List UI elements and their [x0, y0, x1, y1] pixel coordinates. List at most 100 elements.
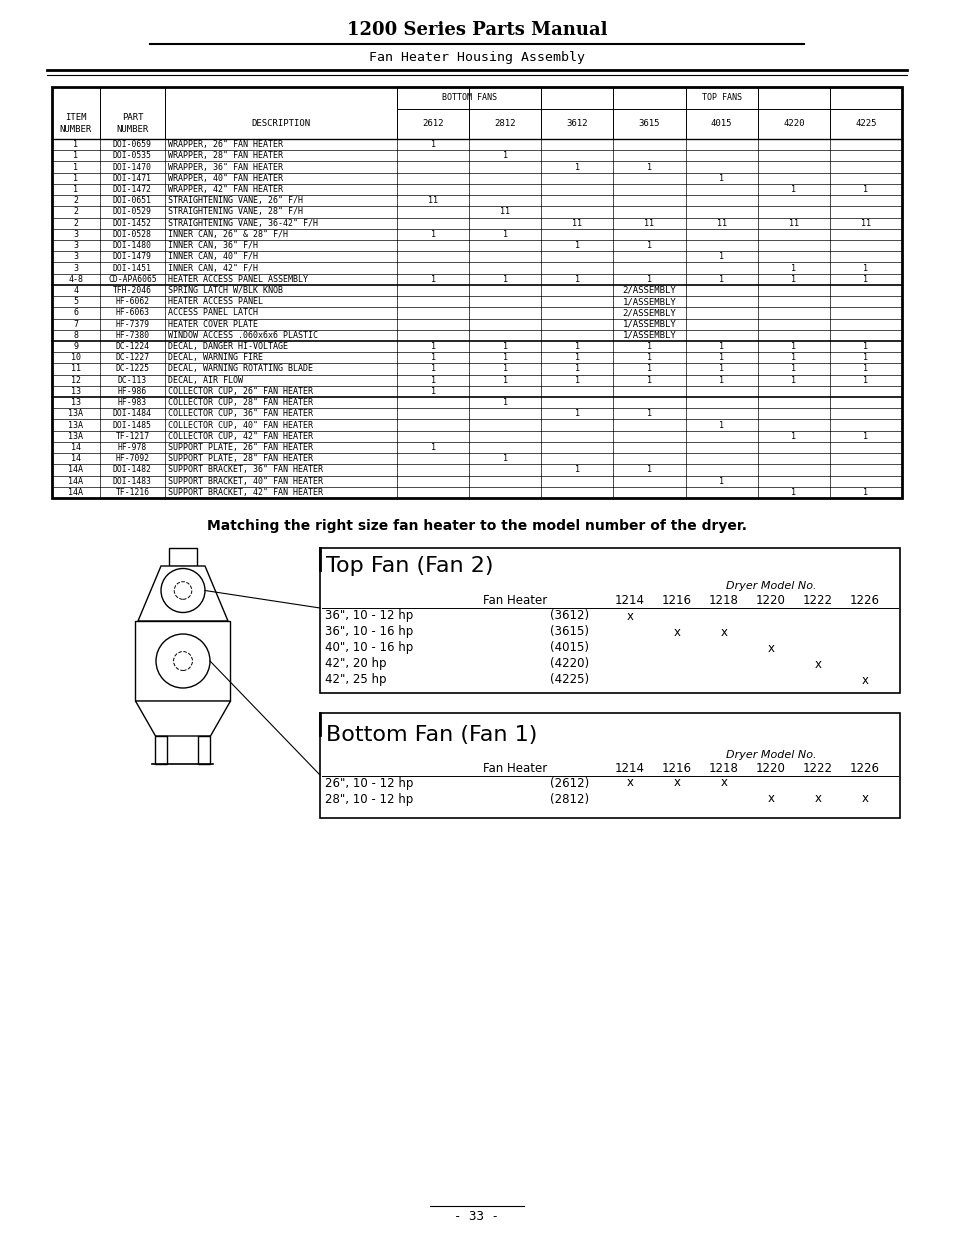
Text: 1: 1 [862, 185, 867, 194]
Text: x: x [720, 625, 727, 638]
Text: 1: 1 [430, 140, 436, 149]
Polygon shape [138, 566, 228, 621]
Text: 13A: 13A [69, 409, 84, 419]
Text: x: x [720, 777, 727, 789]
Text: 14: 14 [71, 454, 81, 463]
Text: 42", 20 hp: 42", 20 hp [325, 657, 386, 671]
Text: HF-7380: HF-7380 [115, 331, 150, 340]
Text: - 33 -: - 33 - [454, 1210, 499, 1224]
Text: HF-978: HF-978 [118, 443, 147, 452]
Text: 1: 1 [790, 375, 796, 385]
Text: INNER CAN, 40" F/H: INNER CAN, 40" F/H [168, 252, 257, 262]
Text: 3: 3 [73, 230, 78, 238]
Text: 12: 12 [71, 375, 81, 385]
Text: 1: 1 [862, 274, 867, 284]
Text: 1: 1 [719, 477, 723, 485]
Text: Top Fan (Fan 2): Top Fan (Fan 2) [326, 556, 493, 576]
Text: x: x [673, 777, 679, 789]
Text: x: x [767, 793, 774, 805]
Text: 36", 10 - 12 hp: 36", 10 - 12 hp [325, 610, 413, 622]
Text: 1216: 1216 [661, 762, 691, 776]
Text: 2: 2 [73, 207, 78, 216]
Text: 1: 1 [719, 421, 723, 430]
Polygon shape [135, 701, 231, 736]
Text: NUMBER: NUMBER [60, 125, 92, 133]
Text: DECAL, WARNING FIRE: DECAL, WARNING FIRE [168, 353, 263, 362]
Text: 1220: 1220 [756, 594, 785, 608]
Text: 1: 1 [502, 353, 507, 362]
Text: x: x [626, 777, 633, 789]
Text: 11: 11 [71, 364, 81, 373]
Text: DOI-1479: DOI-1479 [112, 252, 152, 262]
Text: 1226: 1226 [849, 762, 879, 776]
Text: 2: 2 [73, 196, 78, 205]
Text: 42", 25 hp: 42", 25 hp [325, 673, 386, 687]
Bar [198, 736, 211, 764]
Text: DOI-1484: DOI-1484 [112, 409, 152, 419]
Text: 1: 1 [719, 342, 723, 351]
Text: 3612: 3612 [566, 120, 587, 128]
Text: Fan Heater Housing Assembly: Fan Heater Housing Assembly [369, 51, 584, 63]
Bar [135, 621, 231, 701]
Text: Matching the right size fan heater to the model number of the dryer.: Matching the right size fan heater to th… [207, 519, 746, 534]
Text: STRAIGHTENING VANE, 36-42" F/H: STRAIGHTENING VANE, 36-42" F/H [168, 219, 317, 227]
Text: COLLECTOR CUP, 26" FAN HEATER: COLLECTOR CUP, 26" FAN HEATER [168, 387, 313, 396]
Text: 11: 11 [572, 219, 581, 227]
Circle shape [174, 582, 192, 599]
Text: WRAPPER, 36" FAN HEATER: WRAPPER, 36" FAN HEATER [168, 163, 283, 172]
Text: 1: 1 [575, 241, 579, 249]
Text: 4225: 4225 [854, 120, 876, 128]
Text: 1: 1 [73, 140, 78, 149]
Text: (4220): (4220) [550, 657, 589, 671]
Bar [169, 548, 196, 566]
Text: (2812): (2812) [550, 793, 589, 805]
Text: 1: 1 [502, 398, 507, 408]
Text: (3612): (3612) [550, 610, 589, 622]
Text: DOI-1483: DOI-1483 [112, 477, 152, 485]
Text: 4220: 4220 [782, 120, 803, 128]
Text: SUPPORT BRACKET, 40" FAN HEATER: SUPPORT BRACKET, 40" FAN HEATER [168, 477, 323, 485]
Text: HEATER ACCESS PANEL: HEATER ACCESS PANEL [168, 298, 263, 306]
Text: COLLECTOR CUP, 42" FAN HEATER: COLLECTOR CUP, 42" FAN HEATER [168, 432, 313, 441]
Text: 9: 9 [73, 342, 78, 351]
Text: HF-7092: HF-7092 [115, 454, 150, 463]
Text: 1: 1 [430, 364, 436, 373]
Text: DOI-0528: DOI-0528 [112, 230, 152, 238]
Text: 1: 1 [646, 353, 651, 362]
Text: 1: 1 [719, 375, 723, 385]
Text: (2612): (2612) [550, 777, 589, 789]
Text: 2/ASSEMBLY: 2/ASSEMBLY [622, 309, 676, 317]
Text: Fan Heater: Fan Heater [482, 594, 547, 608]
Text: 2: 2 [73, 219, 78, 227]
Text: 1: 1 [430, 353, 436, 362]
Text: 5: 5 [73, 298, 78, 306]
Text: 1216: 1216 [661, 594, 691, 608]
Text: 1: 1 [502, 342, 507, 351]
Text: DECAL, WARNING ROTATING BLADE: DECAL, WARNING ROTATING BLADE [168, 364, 313, 373]
Text: TF-1216: TF-1216 [115, 488, 150, 496]
Text: DOI-1470: DOI-1470 [112, 163, 152, 172]
Text: 1: 1 [719, 364, 723, 373]
Text: HEATER ACCESS PANEL ASSEMBLY: HEATER ACCESS PANEL ASSEMBLY [168, 274, 308, 284]
Text: 7: 7 [73, 320, 78, 329]
Text: 1: 1 [430, 274, 436, 284]
Text: 1/ASSEMBLY: 1/ASSEMBLY [622, 331, 676, 340]
Text: 13A: 13A [69, 421, 84, 430]
Text: x: x [626, 610, 633, 622]
Text: 1: 1 [575, 274, 579, 284]
Text: 1: 1 [862, 375, 867, 385]
Text: 2812: 2812 [494, 120, 516, 128]
Text: 1: 1 [502, 230, 507, 238]
Text: 11: 11 [716, 219, 726, 227]
Text: HF-6063: HF-6063 [115, 309, 150, 317]
Text: 1200 Series Parts Manual: 1200 Series Parts Manual [346, 21, 607, 40]
Text: SUPPORT BRACKET, 42" FAN HEATER: SUPPORT BRACKET, 42" FAN HEATER [168, 488, 323, 496]
Text: 3: 3 [73, 252, 78, 262]
Text: 28", 10 - 12 hp: 28", 10 - 12 hp [325, 793, 413, 805]
Text: 1: 1 [719, 353, 723, 362]
Text: 1: 1 [862, 364, 867, 373]
Text: 4015: 4015 [710, 120, 732, 128]
Text: 1: 1 [575, 353, 579, 362]
Bar [52, 86, 901, 498]
Text: 11: 11 [428, 196, 437, 205]
